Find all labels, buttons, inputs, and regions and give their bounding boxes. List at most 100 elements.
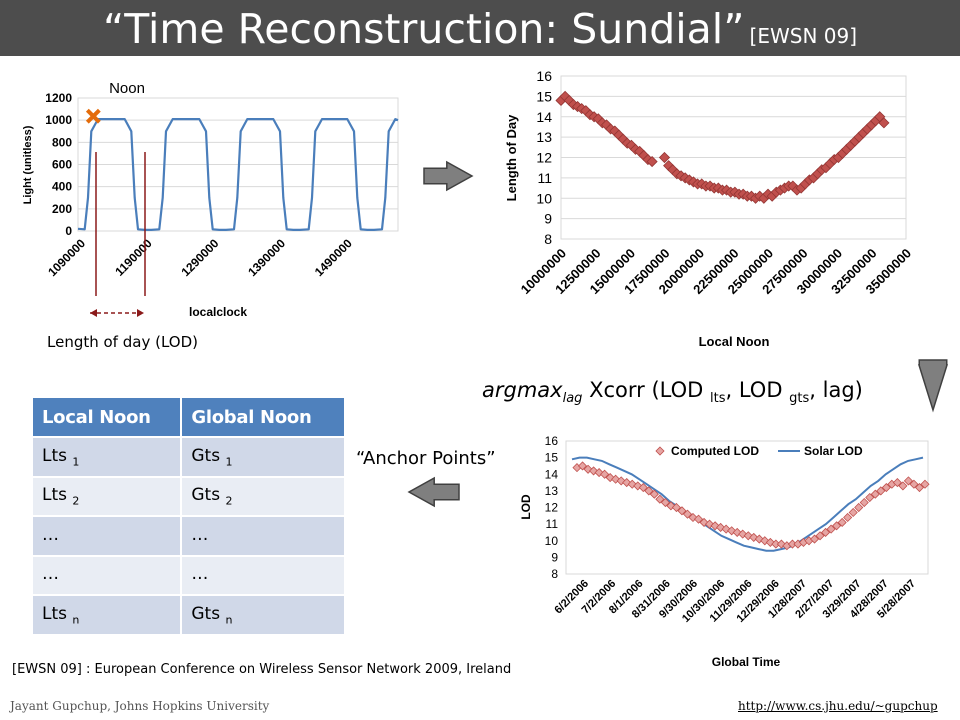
slide-title-main: “Time Reconstruction: Sundial” (102, 5, 745, 53)
chart1-y-axis-label: Light (unitless) (22, 125, 34, 204)
chart3-computed-point (638, 482, 648, 493)
argmax-text: argmax (482, 378, 563, 402)
cell-subscript: 2 (225, 494, 233, 508)
local-noon-cell: Lts n (33, 594, 183, 634)
table-header-row: Local Noon Global Noon (33, 398, 344, 437)
cell-subscript: n (225, 612, 233, 626)
chart3-computed-point (633, 481, 643, 491)
cell-text: Gts (191, 603, 221, 624)
chart3-y-tick-label: 8 (551, 567, 558, 581)
chart3-computed-point (837, 517, 847, 528)
cell-text: Lts (42, 603, 67, 624)
global-noon-cell: Gts 2 (181, 475, 344, 516)
chart2-y-axis-label: Length of Day (504, 114, 519, 201)
gts-subscript: gts (789, 391, 810, 407)
local-noon-cell: … (33, 554, 183, 595)
chart3-y-tick-label: 10 (545, 534, 559, 548)
chart3-y-tick-label: 11 (546, 517, 559, 531)
chart2-point (878, 117, 890, 129)
author-url-link[interactable]: http://www.cs.jhu.edu/~gupchup (738, 699, 938, 713)
chart3-legend-computed-marker (655, 446, 665, 456)
chart1-x-tick-label: 1390000 (245, 236, 288, 279)
chart3-computed-point (600, 469, 610, 479)
chart3-computed-point (832, 521, 842, 531)
cell-subscript: n (72, 612, 80, 626)
chart2-point (646, 156, 658, 168)
chart3-y-tick-label: 9 (551, 550, 558, 564)
global-noon-cell: … (181, 515, 344, 556)
header-global-noon: Global Noon (181, 398, 344, 437)
chart3-computed-point (677, 506, 687, 516)
chart1-lod-arrowhead-left (90, 309, 97, 317)
chart3-computed-point (644, 486, 654, 496)
chart3-y-tick-label: 14 (545, 467, 559, 481)
slide-title: “Time Reconstruction: Sundial” [EWSN 09] (0, 0, 960, 56)
chart2-point (658, 151, 671, 164)
chart3-computed-point (749, 532, 759, 542)
chart1-lod-arrowhead-right (137, 309, 144, 317)
chart3-y-tick-label: 13 (545, 484, 559, 498)
cell-subscript: 2 (72, 494, 80, 508)
chart1-x-tick-label: 1090000 (45, 236, 88, 279)
global-noon-cell: … (181, 554, 344, 595)
chart3-computed-point (898, 481, 908, 491)
chart3-computed-point (892, 477, 902, 488)
chart3-computed-point (760, 536, 770, 546)
chart3-computed-point (815, 531, 825, 541)
local-noon-cell: Lts 2 (33, 475, 183, 516)
chart3-computed-point (699, 517, 709, 528)
chart3-computed-point (870, 489, 880, 499)
chart2-y-tick-label: 13 (536, 129, 552, 145)
chart3-computed-point (743, 531, 753, 541)
chart1-x-tick-label: 1490000 (312, 236, 355, 279)
cell-subscript: 1 (72, 454, 80, 468)
local-noon-cell: … (33, 515, 183, 556)
chart1-series-line (77, 118, 399, 231)
slide-title-reference: [EWSN 09] (749, 24, 858, 48)
author-credit: Jayant Gupchup, Johns Hopkins University (10, 699, 270, 713)
chart1-x-axis-label: localclock (189, 305, 247, 319)
footer-reference: [EWSN 09] : European Conference on Wirel… (12, 662, 512, 677)
chart2-y-tick-label: 9 (544, 211, 552, 227)
lts-subscript: lts (710, 391, 726, 407)
chart3-computed-point (727, 526, 737, 536)
chart3-computed-point (671, 502, 681, 513)
chart1-y-tick-label: 200 (52, 202, 72, 216)
chart3-computed-point (655, 494, 665, 504)
chart3-legend-computed-label: Computed LOD (671, 444, 759, 458)
chart1-x-tick-label: 1190000 (112, 236, 155, 279)
chart3-y-tick-label: 16 (545, 434, 559, 448)
chart3-computed-point (649, 489, 659, 499)
chart3-computed-point (848, 507, 858, 518)
chart3-computed-point (826, 524, 836, 534)
chart1-y-tick-label: 400 (52, 180, 72, 194)
chart2-y-tick-label: 10 (536, 190, 552, 206)
chart3-computed-point (809, 534, 820, 544)
cell-text: … (42, 564, 59, 585)
chart3-computed-point (914, 482, 925, 493)
chart3-computed-point (605, 473, 615, 483)
table-row: Lts 1 Gts 1 (33, 436, 344, 477)
lod-label: Length of day (LOD) (47, 333, 198, 351)
chart3-computed-point (876, 486, 886, 496)
xcorr-mid-text: , LOD (725, 378, 790, 402)
cell-text: Lts (42, 485, 67, 506)
chart1-noon-marker (85, 108, 101, 124)
table-row: … … (33, 554, 344, 595)
chart2-y-tick-label: 16 (536, 68, 552, 84)
anchor-points-label: “Anchor Points” (356, 448, 496, 469)
chart2-y-tick-label: 11 (537, 170, 552, 186)
cell-subscript: 1 (225, 454, 233, 468)
chart3-computed-point (622, 477, 632, 488)
chart3-computed-point (909, 479, 919, 489)
cell-text: Gts (191, 445, 221, 466)
chart1-y-tick-label: 0 (65, 224, 72, 238)
chart3-computed-point (693, 514, 704, 524)
chart1-noon-label: Noon (109, 80, 145, 97)
chart3-computed-point (843, 512, 853, 523)
chart3-computed-point (920, 479, 930, 489)
chart3-computed-point (754, 534, 764, 544)
cell-text: Lts (42, 445, 67, 466)
chart3-computed-point (865, 492, 875, 503)
title-bar (0, 0, 960, 56)
